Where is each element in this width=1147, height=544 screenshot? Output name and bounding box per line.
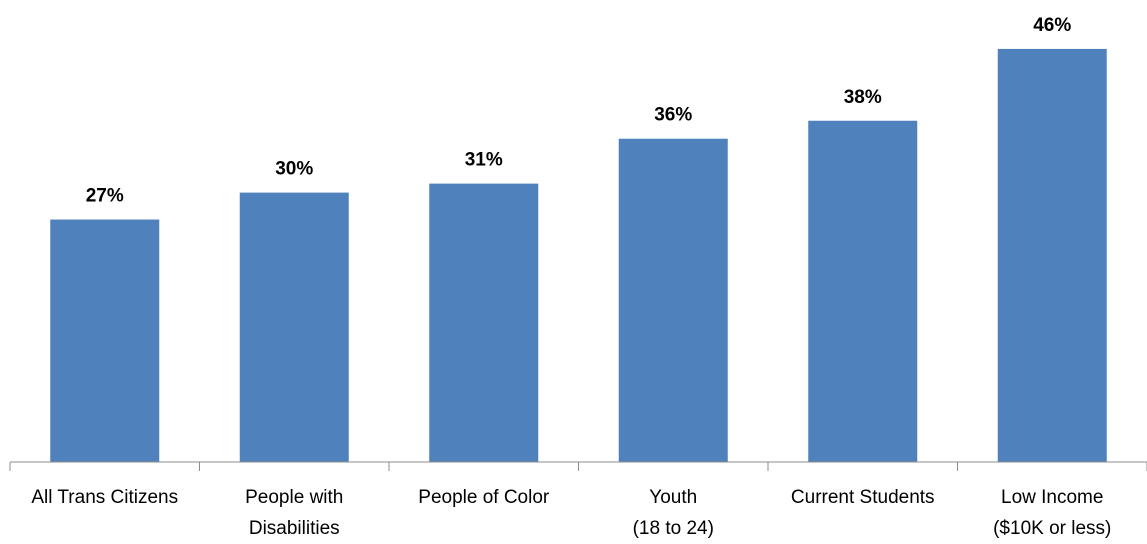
bar xyxy=(429,183,539,462)
category-label: All Trans Citizens xyxy=(31,487,178,508)
bar-value-label: 46% xyxy=(1033,15,1071,36)
bar-value-label: 31% xyxy=(465,150,503,171)
category-label-line: ($10K or less) xyxy=(993,518,1111,539)
bar-value-label: 30% xyxy=(275,159,313,180)
x-axis-ticks xyxy=(9,462,1147,471)
category-label-line: All Trans Citizens xyxy=(31,487,178,508)
category-label: Low Income ($10K or less) xyxy=(993,487,1111,539)
bar xyxy=(239,192,349,462)
bars-group xyxy=(50,48,1107,463)
category-label-line: Youth xyxy=(649,487,697,508)
category-label: People with Disabilities xyxy=(245,487,343,539)
category-labels-group: All Trans Citizens People with Disabilitie… xyxy=(31,487,1111,539)
bar xyxy=(618,138,728,462)
category-label: Current Students xyxy=(791,487,935,508)
bar-value-label: 36% xyxy=(654,105,692,126)
bar-value-label: 38% xyxy=(844,87,882,108)
category-label: Youth (18 to 24) xyxy=(633,487,714,539)
category-label-line: Low Income xyxy=(1001,487,1103,508)
category-label: People of Color xyxy=(418,487,550,508)
category-label-line: People of Color xyxy=(418,487,550,508)
bar xyxy=(997,48,1107,463)
value-labels-group: 27% 30% 31% 36% 38% 46% xyxy=(86,15,1072,207)
bar xyxy=(808,120,918,462)
bar-value-label: 27% xyxy=(86,186,124,207)
category-label-line: (18 to 24) xyxy=(633,518,714,539)
bar xyxy=(50,219,160,462)
category-label-line: People with xyxy=(245,487,343,508)
category-label-line: Disabilities xyxy=(249,518,340,539)
category-label-line: Current Students xyxy=(791,487,935,508)
